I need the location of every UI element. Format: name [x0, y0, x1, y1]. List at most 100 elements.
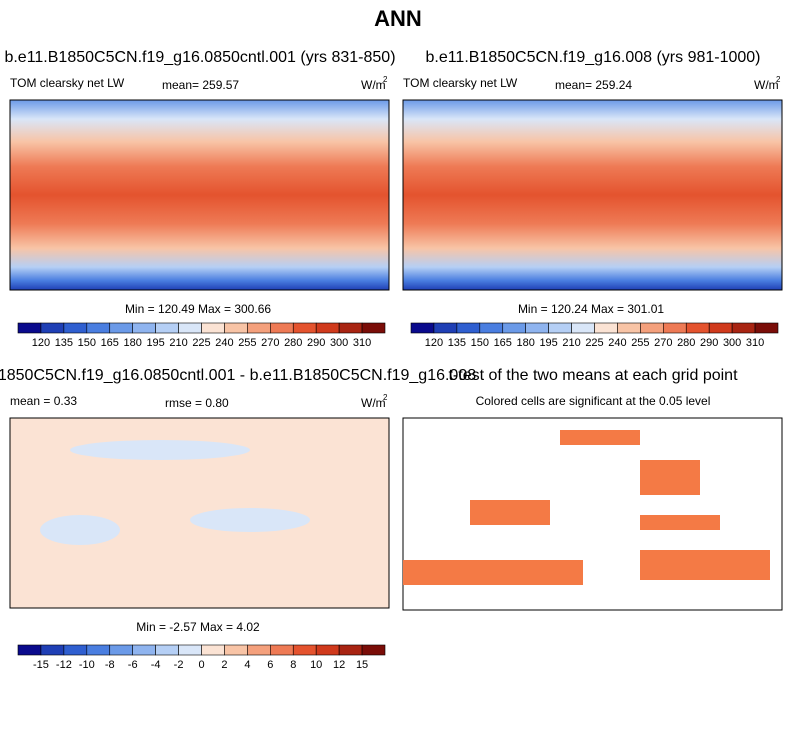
- colorbar-box: [247, 322, 271, 334]
- diff-area: [70, 440, 250, 460]
- colorbar-label: 4: [244, 659, 250, 671]
- panel-title: t-test of the two means at each grid poi…: [448, 367, 738, 384]
- colorbar-box: [315, 322, 340, 334]
- colorbar-box: [548, 322, 572, 334]
- panel-subtitle: Colored cells are significant at the 0.0…: [476, 394, 711, 408]
- colorbar-label: -4: [151, 659, 161, 671]
- min-max: Min = -2.57 Max = 4.02: [136, 620, 260, 634]
- colorbar-box: [292, 644, 317, 656]
- min-max: Min = 120.24 Max = 301.01: [518, 302, 664, 316]
- colorbar-label: 10: [310, 659, 322, 671]
- colorbar-box: [63, 644, 88, 656]
- colorbar-label: 270: [261, 337, 279, 349]
- colorbar-box: [40, 322, 65, 334]
- colorbar-label: -10: [79, 659, 95, 671]
- colorbar-box: [201, 322, 225, 334]
- colorbar-box: [224, 322, 248, 334]
- colorbar-label: 270: [654, 337, 672, 349]
- diff-area: [40, 515, 120, 545]
- colorbar-label: 150: [471, 337, 489, 349]
- colorbar-label: 255: [631, 337, 649, 349]
- unit-label: W/m: [361, 78, 386, 92]
- signif-area: [403, 560, 583, 585]
- colorbar-box: [479, 322, 504, 334]
- colorbar-box: [410, 322, 435, 334]
- colorbar-box: [155, 644, 179, 656]
- colorbar-box: [292, 322, 317, 334]
- colorbar-label: 300: [330, 337, 348, 349]
- colorbar-label: 135: [448, 337, 466, 349]
- colorbar-label: 310: [746, 337, 764, 349]
- colorbar-label: 165: [494, 337, 512, 349]
- unit-exponent: 2: [383, 393, 388, 402]
- colorbar-box: [338, 644, 363, 656]
- colorbar-label: 290: [307, 337, 325, 349]
- mean-label: mean= 259.24: [555, 78, 632, 92]
- colorbar-label: 210: [562, 337, 580, 349]
- colorbar-box: [433, 322, 458, 334]
- colorbar-box: [201, 644, 225, 656]
- colorbar-box: [685, 322, 710, 334]
- colorbar-label: 290: [700, 337, 718, 349]
- colorbar-box: [109, 322, 133, 334]
- colorbar-box: [617, 322, 641, 334]
- colorbar-box: [178, 644, 202, 656]
- colorbar-label: 210: [169, 337, 187, 349]
- colorbar-box: [155, 322, 179, 334]
- colorbar-label: -2: [174, 659, 184, 671]
- colorbar-box: [270, 322, 294, 334]
- colorbar-label: 2: [221, 659, 227, 671]
- map-1: [9, 99, 390, 291]
- colorbar-box: [663, 322, 687, 334]
- colorbar-label: 225: [192, 337, 210, 349]
- figure-title: ANN: [374, 6, 422, 31]
- colorbar-box: [63, 322, 88, 334]
- mean-label: rmse = 0.80: [165, 396, 229, 410]
- colorbar-box: [754, 322, 779, 334]
- colorbar-label: -15: [33, 659, 49, 671]
- colorbar-label: 6: [267, 659, 273, 671]
- colorbar-label: 225: [585, 337, 603, 349]
- colorbar-label: -12: [56, 659, 72, 671]
- mean-label: mean= 259.57: [162, 78, 239, 92]
- left-label: mean = 0.33: [10, 394, 77, 408]
- colorbar-box: [315, 644, 340, 656]
- colorbar-label: 165: [101, 337, 119, 349]
- colorbar-box: [247, 644, 271, 656]
- unit-label: W/m: [361, 396, 386, 410]
- colorbar-label: 15: [356, 659, 368, 671]
- colorbar-label: 12: [333, 659, 345, 671]
- colorbar-label: 310: [353, 337, 371, 349]
- colorbar-label: 255: [238, 337, 256, 349]
- panel-title: b.e11.B1850C5CN.f19_g16.0850cntl.001 - b…: [0, 367, 476, 384]
- colorbar-label: 8: [290, 659, 296, 671]
- colorbar-box: [361, 322, 386, 334]
- signif-area: [560, 430, 640, 445]
- colorbar-box: [86, 644, 111, 656]
- colorbar-box: [594, 322, 618, 334]
- colorbar-label: 120: [32, 337, 50, 349]
- colorbar-label: 195: [539, 337, 557, 349]
- colorbar-box: [338, 322, 363, 334]
- colorbar-box: [132, 644, 156, 656]
- signif-area: [640, 460, 700, 495]
- colorbar: [410, 322, 779, 334]
- colorbar-label: -6: [128, 659, 138, 671]
- panel-title: b.e11.B1850C5CN.f19_g16.008 (yrs 981-100…: [425, 49, 760, 66]
- colorbar-label: 150: [78, 337, 96, 349]
- colorbar-label: 240: [608, 337, 626, 349]
- colorbar-box: [40, 644, 65, 656]
- colorbar-label: 280: [677, 337, 695, 349]
- colorbar-label: 280: [284, 337, 302, 349]
- colorbar: [17, 644, 386, 656]
- colorbar-label: 240: [215, 337, 233, 349]
- unit-label: W/m: [754, 78, 779, 92]
- unit-exponent: 2: [383, 75, 388, 84]
- panel-title: b.e11.B1850C5CN.f19_g16.0850cntl.001 (yr…: [4, 49, 395, 66]
- colorbar-label: 195: [146, 337, 164, 349]
- colorbar-box: [17, 322, 42, 334]
- colorbar-box: [17, 644, 42, 656]
- signif-area: [470, 500, 550, 525]
- colorbar: [17, 322, 386, 334]
